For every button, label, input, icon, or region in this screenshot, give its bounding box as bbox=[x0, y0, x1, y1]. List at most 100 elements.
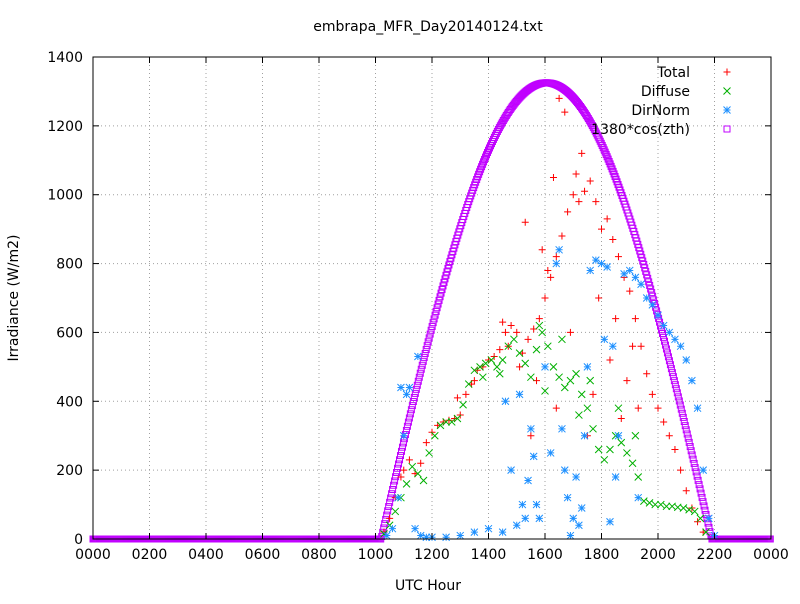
data-point bbox=[555, 94, 563, 102]
data-point bbox=[499, 318, 507, 326]
data-point bbox=[601, 148, 609, 156]
data-point bbox=[702, 511, 710, 519]
data-point bbox=[634, 493, 643, 502]
data-point bbox=[405, 414, 413, 422]
data-point bbox=[527, 432, 535, 440]
x-tick-label: 0400 bbox=[188, 547, 224, 563]
data-point bbox=[606, 160, 614, 168]
data-point bbox=[433, 304, 441, 312]
data-point bbox=[661, 341, 669, 349]
data-point bbox=[391, 477, 399, 485]
data-point bbox=[456, 531, 465, 540]
data-point bbox=[701, 506, 709, 514]
data-point bbox=[478, 163, 486, 171]
data-point bbox=[429, 319, 437, 327]
data-point bbox=[422, 439, 430, 447]
data-point bbox=[413, 381, 421, 389]
data-point bbox=[527, 373, 535, 382]
series-2 bbox=[382, 245, 719, 542]
data-point bbox=[670, 377, 678, 385]
data-point bbox=[664, 353, 672, 361]
data-point bbox=[603, 153, 611, 161]
data-point bbox=[693, 404, 702, 413]
data-point bbox=[538, 246, 546, 254]
data-point bbox=[462, 390, 470, 398]
data-point bbox=[674, 393, 682, 401]
data-point bbox=[426, 330, 434, 338]
data-point bbox=[687, 447, 695, 455]
data-point bbox=[561, 108, 569, 116]
x-tick-label: 0800 bbox=[301, 547, 337, 563]
data-point bbox=[395, 460, 403, 468]
x-tick-label: 1200 bbox=[414, 547, 450, 563]
data-point bbox=[696, 485, 704, 493]
data-point bbox=[495, 369, 504, 378]
data-point bbox=[470, 366, 479, 375]
data-point bbox=[422, 346, 430, 354]
data-point bbox=[431, 311, 439, 319]
data-point bbox=[507, 322, 515, 330]
data-point bbox=[617, 438, 626, 447]
data-point bbox=[399, 439, 407, 447]
data-point bbox=[515, 390, 524, 399]
data-point bbox=[589, 390, 597, 398]
data-point bbox=[668, 369, 676, 377]
data-point bbox=[552, 259, 561, 268]
x-tick-label: 0200 bbox=[132, 547, 168, 563]
data-point bbox=[407, 406, 415, 414]
data-point bbox=[558, 335, 566, 344]
data-point bbox=[614, 431, 623, 440]
data-point bbox=[389, 485, 397, 493]
data-point bbox=[507, 466, 515, 474]
data-point bbox=[685, 505, 693, 514]
data-point bbox=[390, 481, 398, 489]
data-point bbox=[421, 349, 429, 357]
data-point bbox=[470, 528, 479, 536]
data-point bbox=[569, 191, 577, 199]
data-point bbox=[515, 349, 524, 357]
data-point bbox=[611, 473, 620, 481]
data-point bbox=[606, 445, 614, 454]
data-point bbox=[649, 292, 657, 300]
grid bbox=[93, 57, 771, 539]
data-point bbox=[391, 507, 400, 516]
data-point bbox=[436, 421, 445, 430]
data-point bbox=[575, 521, 583, 530]
data-point bbox=[408, 402, 416, 410]
data-point bbox=[679, 504, 688, 512]
data-point bbox=[626, 287, 634, 295]
data-point bbox=[393, 468, 401, 476]
data-point bbox=[564, 208, 572, 216]
data-point bbox=[669, 373, 677, 381]
y-tick-label: 1200 bbox=[47, 119, 83, 135]
data-point bbox=[580, 431, 589, 440]
data-point bbox=[394, 464, 402, 472]
data-point bbox=[521, 359, 530, 368]
data-point bbox=[442, 533, 450, 542]
data-point bbox=[683, 430, 691, 438]
data-point bbox=[521, 218, 529, 226]
data-point bbox=[384, 507, 392, 515]
y-tick-label: 400 bbox=[56, 394, 83, 410]
data-point bbox=[417, 459, 425, 467]
data-point bbox=[673, 389, 681, 397]
data-point bbox=[662, 502, 671, 511]
data-point bbox=[594, 445, 603, 454]
data-point bbox=[437, 289, 445, 297]
y-axis-label: Irradiance (W/m2) bbox=[6, 235, 22, 362]
data-point bbox=[552, 253, 560, 261]
chart-title: embrapa_MFR_Day20140124.txt bbox=[313, 19, 543, 35]
data-point bbox=[430, 431, 439, 440]
data-point bbox=[617, 415, 625, 422]
data-point bbox=[631, 273, 640, 282]
data-point bbox=[614, 253, 622, 261]
data-point bbox=[385, 503, 393, 511]
data-point bbox=[598, 141, 606, 149]
data-point bbox=[386, 514, 394, 522]
data-point bbox=[435, 296, 443, 304]
data-point bbox=[681, 422, 689, 430]
data-point bbox=[654, 311, 662, 320]
data-point bbox=[397, 452, 405, 460]
data-point bbox=[682, 426, 690, 434]
